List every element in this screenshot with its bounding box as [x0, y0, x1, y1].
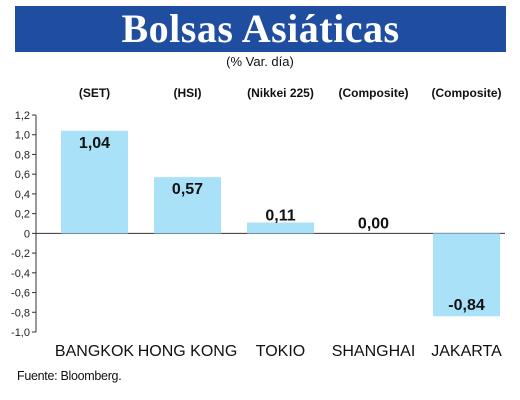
- chart-subtitle: (% Var. día): [226, 54, 294, 69]
- y-tick-label: 0: [24, 228, 30, 240]
- category-label: TOKIO: [256, 343, 306, 360]
- bar: [433, 233, 500, 317]
- chart-title: Bolsas Asiáticas: [121, 6, 400, 51]
- category-label: SHANGHAI: [332, 343, 416, 360]
- category-label: JAKARTA: [431, 343, 502, 360]
- y-tick-label: -0,4: [11, 268, 30, 280]
- y-tick-label: -0,8: [11, 307, 30, 319]
- index-label: (SET): [79, 86, 110, 100]
- index-label: (Nikkei 225): [247, 86, 314, 100]
- index-label: (HSI): [174, 86, 202, 100]
- index-label: (Composite): [432, 86, 502, 100]
- data-label: 0,57: [172, 181, 203, 198]
- y-tick-label: 0,2: [15, 209, 30, 221]
- y-tick-label: 0,6: [15, 169, 30, 181]
- index-label: (Composite): [339, 86, 409, 100]
- bar: [247, 222, 314, 234]
- data-label: 0,11: [265, 208, 295, 225]
- y-tick-label: -1,0: [11, 327, 30, 339]
- title-banner: [15, 6, 506, 52]
- category-label: BANGKOK: [55, 343, 134, 360]
- y-tick-label: -0,2: [11, 248, 30, 260]
- y-tick-label: 0,8: [15, 149, 30, 161]
- y-tick-label: 1,2: [15, 110, 30, 122]
- category-label: HONG KONG: [138, 343, 238, 360]
- bar: [154, 177, 221, 234]
- y-tick-label: -0,6: [11, 288, 30, 300]
- data-label: -0,84: [448, 297, 485, 314]
- source-note: Fuente: Bloomberg.: [17, 369, 122, 383]
- y-tick-label: 1,0: [15, 130, 30, 142]
- data-label: 0,00: [358, 215, 389, 232]
- data-label: 1,04: [79, 135, 110, 152]
- y-tick-label: 0,4: [15, 189, 30, 201]
- bar: [61, 130, 128, 234]
